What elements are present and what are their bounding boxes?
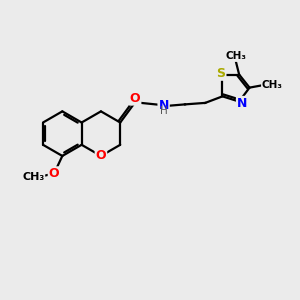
Text: N: N — [237, 97, 247, 110]
Text: CH₃: CH₃ — [262, 80, 283, 90]
Text: S: S — [217, 67, 226, 80]
Text: O: O — [130, 92, 140, 105]
Text: CH₃: CH₃ — [225, 51, 246, 61]
Text: N: N — [158, 99, 169, 112]
Text: O: O — [96, 149, 106, 162]
Text: O: O — [49, 167, 59, 180]
Text: H: H — [160, 106, 167, 116]
Text: CH₃: CH₃ — [22, 172, 44, 182]
